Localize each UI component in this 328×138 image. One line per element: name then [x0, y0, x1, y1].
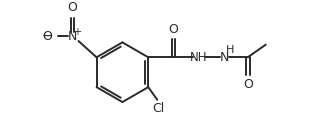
Text: Cl: Cl — [152, 103, 164, 116]
Text: N: N — [219, 51, 229, 64]
Text: H: H — [225, 45, 234, 55]
Text: NH: NH — [190, 51, 208, 64]
Text: +: + — [73, 27, 81, 37]
Text: O: O — [169, 23, 178, 36]
Text: −: − — [42, 29, 53, 43]
Text: O: O — [42, 30, 52, 43]
Text: N: N — [68, 30, 77, 43]
Text: O: O — [243, 78, 253, 91]
Text: O: O — [67, 1, 77, 14]
